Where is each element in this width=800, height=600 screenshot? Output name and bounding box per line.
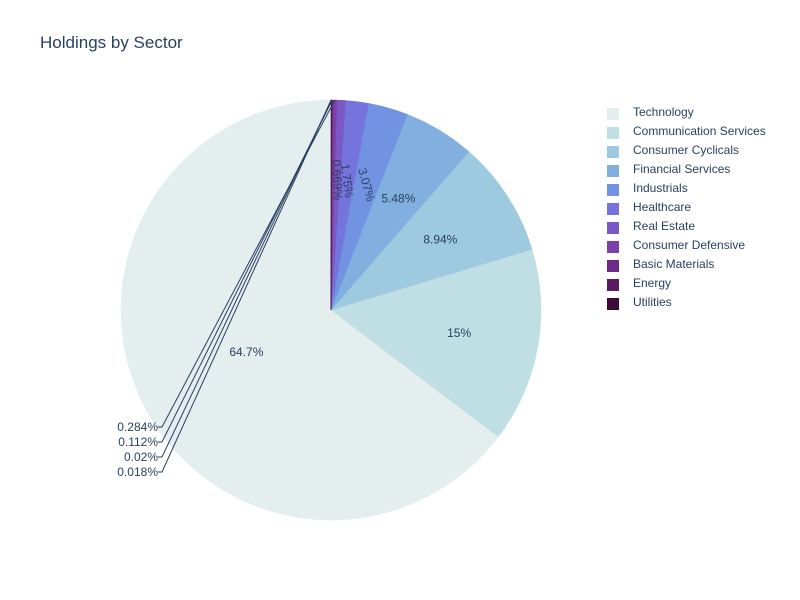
slice-label-real-estate: 0.669% (329, 159, 345, 201)
legend-swatch (607, 298, 619, 310)
legend-swatch (607, 279, 619, 291)
legend-label: Energy (633, 276, 672, 290)
slice-label-communication-services: 15% (447, 326, 471, 340)
legend-label: Technology (633, 105, 694, 119)
pie-slice-technology[interactable] (120, 99, 499, 521)
slice-label-healthcare: 1.75% (338, 163, 356, 199)
legend-label: Financial Services (633, 162, 731, 176)
leader-line-utilities (158, 99, 332, 473)
legend-swatch (607, 222, 619, 234)
legend-swatch (607, 241, 619, 253)
slice-label-energy: 0.02% (124, 450, 158, 464)
leader-line-basic-materials (158, 99, 333, 443)
pie-slice-communication-services[interactable] (330, 249, 542, 438)
legend-label: Communication Services (633, 124, 766, 138)
slice-label-consumer-defensive: 0.284% (117, 420, 158, 434)
leader-line-energy (158, 99, 332, 458)
legend-label: Consumer Defensive (633, 238, 746, 252)
pie-slice-consumer-cyclicals[interactable] (330, 151, 533, 311)
legend-swatch (607, 146, 619, 158)
leader-line-consumer-defensive (158, 99, 336, 428)
legend-label: Basic Materials (633, 257, 715, 271)
legend-swatch (607, 108, 619, 120)
slice-label-consumer-cyclicals: 8.94% (423, 232, 457, 246)
legend-label: Consumer Cyclicals (633, 143, 740, 157)
legend-label: Industrials (633, 181, 688, 195)
slice-label-basic-materials: 0.112% (118, 435, 158, 449)
legend-label: Utilities (633, 295, 672, 309)
legend-swatch (607, 260, 619, 272)
slice-label-financial-services: 5.48% (381, 192, 415, 206)
chart-title: Holdings by Sector (40, 33, 183, 52)
slice-label-technology: 64.7% (229, 345, 263, 359)
legend-swatch (607, 184, 619, 196)
legend-swatch (607, 165, 619, 177)
legend-swatch (607, 203, 619, 215)
legend-label: Healthcare (633, 200, 692, 214)
legend-swatch (607, 127, 619, 139)
legend-label: Real Estate (633, 219, 696, 233)
slice-label-utilities: 0.018% (117, 465, 158, 479)
